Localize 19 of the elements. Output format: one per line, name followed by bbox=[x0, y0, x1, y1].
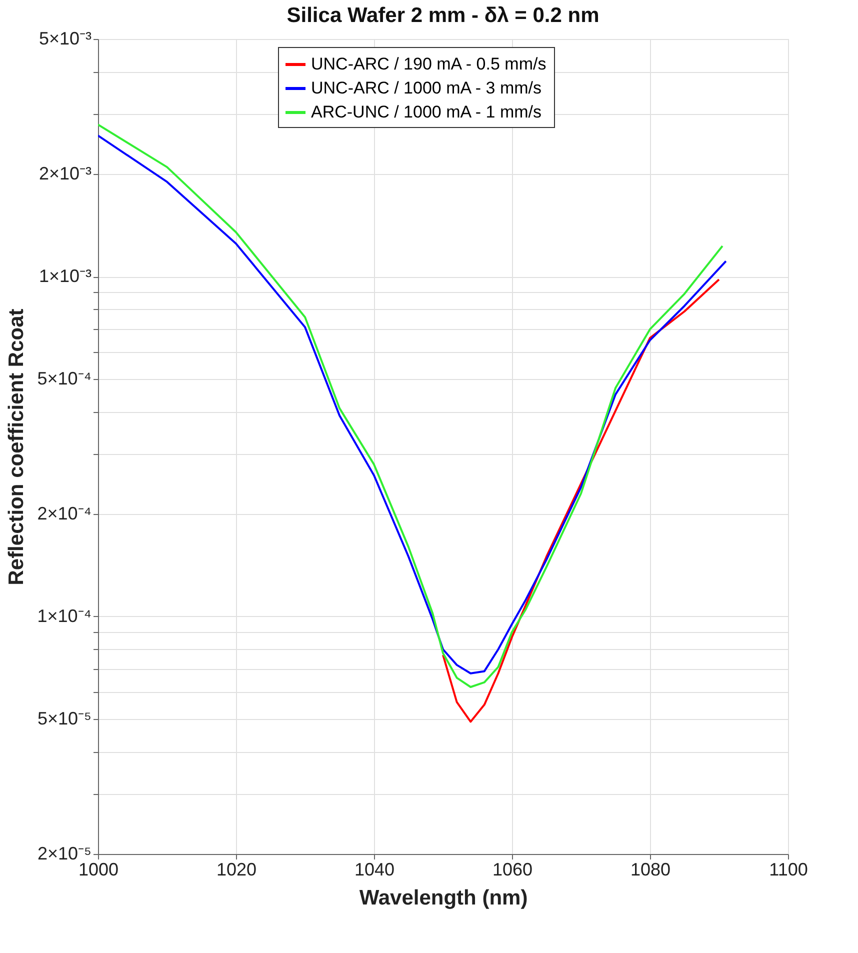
x-tick-label: 1080 bbox=[630, 860, 671, 880]
legend-label: ARC-UNC / 1000 mA - 1 mm/s bbox=[311, 102, 542, 122]
x-axis-title: Wavelength (nm) bbox=[359, 886, 528, 910]
y-tick-label: 2×10⁻⁴ bbox=[37, 504, 92, 524]
y-tick-label: 1×10⁻⁴ bbox=[37, 606, 92, 626]
y-tick-label: 5×10⁻⁵ bbox=[37, 708, 92, 728]
y-axis-title: Reflection coefficient Rcoat bbox=[5, 308, 28, 586]
chart-title: Silica Wafer 2 mm - δλ = 0.2 nm bbox=[286, 4, 600, 27]
y-tick-label: 5×10⁻³ bbox=[38, 28, 92, 48]
legend-label: UNC-ARC / 1000 mA - 3 mm/s bbox=[311, 78, 542, 98]
x-tick-label: 1040 bbox=[354, 860, 395, 880]
y-tick-label: 5×10⁻⁴ bbox=[37, 368, 92, 388]
legend-label: UNC-ARC / 190 mA - 0.5 mm/s bbox=[311, 54, 546, 74]
x-tick-label: 1060 bbox=[492, 860, 533, 880]
y-tick-label: 2×10⁻³ bbox=[38, 164, 92, 184]
line-series bbox=[442, 278, 720, 723]
x-tick-label: 1100 bbox=[769, 860, 808, 880]
x-tick-label: 1020 bbox=[216, 860, 257, 880]
y-tick-label: 1×10⁻³ bbox=[38, 266, 92, 286]
